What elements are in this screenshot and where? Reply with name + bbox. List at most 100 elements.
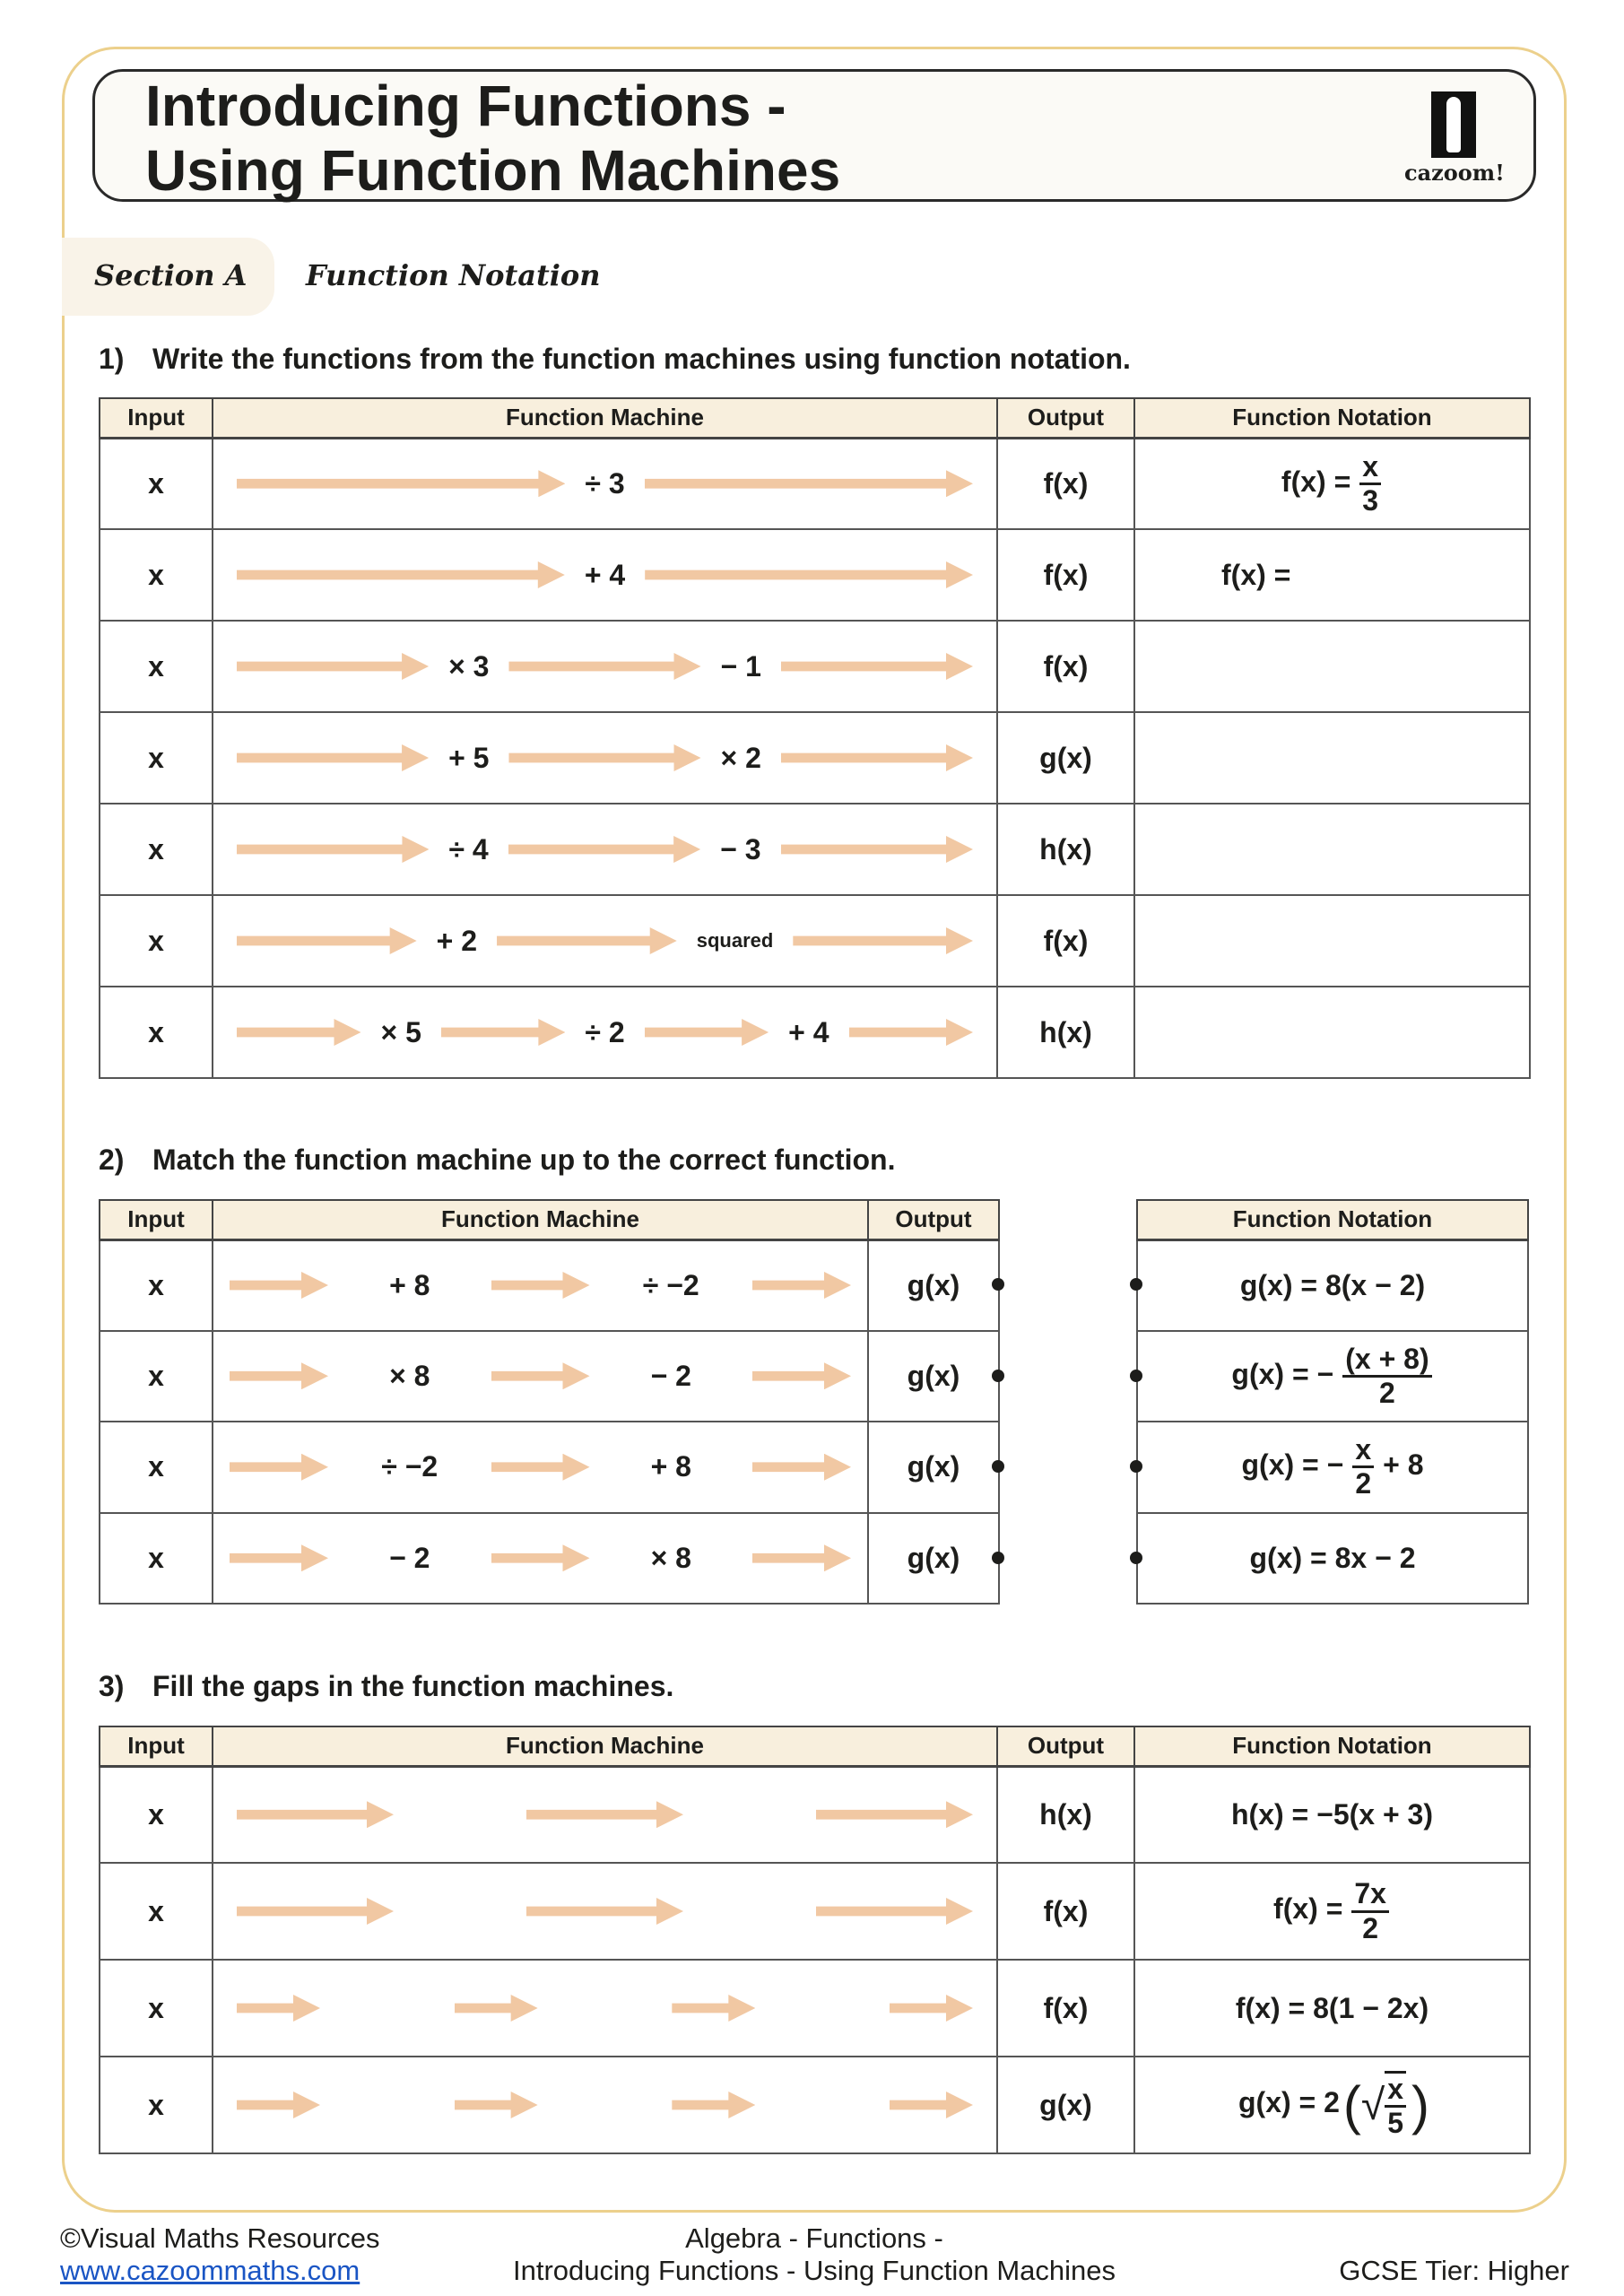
output-value: f(x) <box>1043 466 1089 500</box>
arrow-icon <box>455 1995 538 2022</box>
function-notation: f(x) = 8(1 − 2x) <box>1232 1992 1432 2024</box>
input-value: x <box>148 1015 164 1048</box>
fraction: (x + 8) 2 <box>1342 1343 1432 1409</box>
website-link[interactable]: www.cazoommaths.com <box>60 2255 360 2286</box>
output-cell: g(x) <box>867 1329 1000 1422</box>
input-cell: x <box>99 986 213 1079</box>
input-cell: x <box>99 1511 213 1605</box>
input-cell: x <box>99 894 213 987</box>
output-value: h(x) <box>1039 1015 1092 1048</box>
table-row: g(x) = − (x + 8) 2 <box>1136 1329 1529 1422</box>
table-row: x × 8 − 2 g(x) <box>99 1329 1000 1422</box>
operation: × 5 <box>380 1015 421 1048</box>
output-cell: g(x) <box>867 1421 1000 1514</box>
arrow-icon <box>230 1454 328 1481</box>
function-machine <box>213 1995 996 2022</box>
match-dot-right[interactable] <box>1130 1278 1142 1291</box>
arrow-icon <box>752 1272 851 1299</box>
notation-cell[interactable] <box>1133 620 1531 713</box>
output-cell: f(x) <box>996 437 1135 530</box>
table-row: g(x) = 8(x − 2) <box>1136 1239 1529 1332</box>
function-machine-cell <box>212 1765 998 1864</box>
function-notation: g(x) = 2(√ x 5) <box>1235 2070 1429 2139</box>
arrow-icon <box>890 2092 973 2118</box>
match-dot-left[interactable] <box>992 1278 1004 1291</box>
input-value: x <box>148 466 164 500</box>
match-dot-right[interactable] <box>1130 1551 1142 1564</box>
arrow-icon <box>849 1019 974 1046</box>
notation-cell[interactable] <box>1133 711 1531 804</box>
footer-left: ©Visual Maths Resources www.cazoommaths.… <box>60 2222 380 2287</box>
operation: × 2 <box>720 741 761 774</box>
match-dot-left[interactable] <box>992 1551 1004 1564</box>
arrow-icon <box>230 1272 328 1299</box>
notation-cell[interactable] <box>1133 986 1531 1079</box>
operation: ÷ −2 <box>381 1450 439 1483</box>
denominator: 2 <box>1362 1911 1379 1944</box>
table-row: x ÷ 3 f(x) f(x) = x 3 <box>99 437 1531 530</box>
output-value: h(x) <box>1039 832 1092 865</box>
input-cell: x <box>99 437 213 530</box>
question-1-table: Input Function Machine Output Function Nota… <box>99 397 1531 1079</box>
table-row: x + 2 squared f(x) <box>99 894 1531 987</box>
notation-text: f(x) = <box>1221 558 1291 591</box>
function-machine-cell: × 3 − 1 <box>212 620 998 713</box>
notation-cell[interactable] <box>1133 803 1531 896</box>
output-value: g(x) <box>907 1359 960 1392</box>
notation-cell[interactable]: f(x) = <box>1133 528 1531 622</box>
operation: − 3 <box>720 832 761 865</box>
notation-text: g(x) = − <box>1241 1448 1344 1482</box>
column-header: Input <box>99 1726 213 1768</box>
operation: + 8 <box>650 1450 691 1483</box>
table-row: x ÷ −2 + 8 g(x) <box>99 1421 1000 1514</box>
function-machine: ÷ 3 <box>213 467 996 500</box>
function-machine-cell <box>212 2056 998 2154</box>
input-cell: x <box>99 528 213 622</box>
operation: ÷ 4 <box>448 832 489 865</box>
numerator: x <box>1352 1433 1375 1469</box>
footer-topic: Algebra - Functions - Introducing Functi… <box>456 2222 1173 2287</box>
arrow-icon <box>672 2092 755 2118</box>
match-dot-right[interactable] <box>1130 1460 1142 1473</box>
input-value: x <box>148 1797 164 1831</box>
arrow-icon <box>237 927 417 954</box>
arrow-icon <box>508 653 700 680</box>
input-value: x <box>148 1450 164 1483</box>
arrow-icon <box>816 1801 973 1828</box>
table-row: x × 3 − 1 f(x) <box>99 620 1531 713</box>
function-machine: + 5 × 2 <box>213 742 996 775</box>
arrow-icon <box>230 1362 328 1389</box>
question-2-machine-table: Input Function Machine Output x + 8 ÷ −2 g(x) x… <box>99 1199 1000 1605</box>
match-dot-right[interactable] <box>1130 1369 1142 1382</box>
square-root-icon: √ <box>1360 2081 1385 2129</box>
notation-cell[interactable]: f(x) = x 3 <box>1133 437 1531 530</box>
input-cell: x <box>99 1959 213 2057</box>
notation-cell: g(x) = 8x − 2 <box>1136 1511 1529 1605</box>
notation-cell: g(x) = − (x + 8) 2 <box>1136 1329 1529 1422</box>
notation-text: + 8 <box>1383 1448 1424 1482</box>
topic-line-1: Algebra - Functions - <box>685 2222 943 2254</box>
match-dot-left[interactable] <box>992 1369 1004 1382</box>
question-3: 3) Fill the gaps in the function machines… <box>99 1670 673 1703</box>
output-cell: h(x) <box>996 1765 1135 1864</box>
function-machine-cell: + 2 squared <box>212 894 998 987</box>
function-machine-cell: × 8 − 2 <box>212 1329 869 1422</box>
question-text: Match the function machine up to the cor… <box>152 1144 896 1176</box>
function-notation: g(x) = 8(x − 2) <box>1237 1269 1429 1301</box>
notation-cell[interactable] <box>1133 894 1531 987</box>
output-cell: f(x) <box>996 894 1135 987</box>
header-row: Function Notation <box>1136 1199 1529 1241</box>
match-dot-left[interactable] <box>992 1460 1004 1473</box>
notation-cell: g(x) = − x 2 + 8 <box>1136 1421 1529 1514</box>
input-value: x <box>148 558 164 591</box>
notation-text: g(x) = − <box>1231 1357 1334 1390</box>
function-notation: g(x) = − x 2 + 8 <box>1238 1433 1428 1500</box>
question-number: 3) <box>99 1670 125 1702</box>
arrow-icon <box>237 653 429 680</box>
column-header: Function Machine <box>212 397 998 439</box>
arrow-icon <box>230 1544 328 1571</box>
notation-text: g(x) = 2 <box>1238 2086 1340 2119</box>
notation-text: f(x) = <box>1273 1892 1343 1926</box>
notation-text: g(x) = 8(x − 2) <box>1239 1268 1426 1301</box>
